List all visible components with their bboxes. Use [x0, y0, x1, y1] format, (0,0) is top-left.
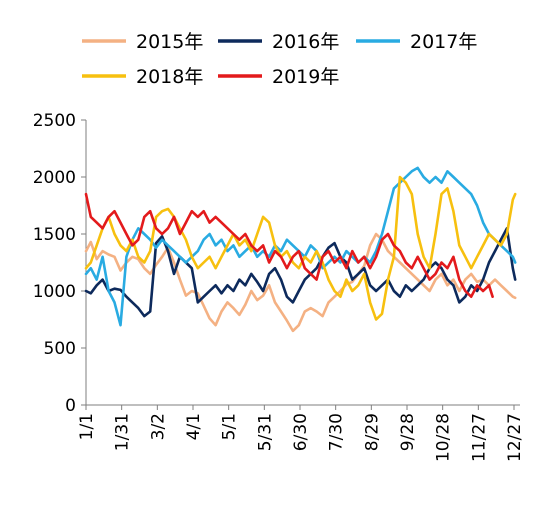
x-tick-label: 4/1 — [184, 413, 204, 440]
y-tick-label: 2500 — [33, 111, 76, 131]
plot-area — [84, 166, 517, 333]
series-line-0 — [84, 232, 517, 333]
x-tick-label: 1/31 — [113, 413, 133, 451]
y-tick-label: 500 — [44, 339, 76, 359]
axes: 0 500 1000 1500 2000 2500 1/1 1/31 3/2 4/1 5/1 5/31… — [33, 111, 525, 462]
legend: 2015年 2016年 2017年 2018年 2019年 — [82, 31, 477, 88]
x-tick-label: 5/1 — [220, 413, 240, 440]
legend-label: 2019年 — [272, 66, 339, 88]
y-tick-label: 0 — [65, 396, 76, 416]
x-tick-label: 11/27 — [469, 413, 489, 462]
x-tick-label: 6/30 — [291, 413, 311, 451]
x-tick-label: 9/28 — [398, 413, 418, 451]
series-line-1 — [84, 227, 517, 318]
y-tick-label: 2000 — [33, 168, 76, 188]
legend-label: 2016年 — [272, 31, 339, 53]
x-tick-label: 5/31 — [255, 413, 275, 451]
series-line-2 — [84, 166, 517, 327]
x-tick-label: 7/30 — [327, 413, 347, 451]
x-tick-label: 10/28 — [434, 413, 454, 462]
legend-label: 2015年 — [136, 31, 203, 53]
legend-label: 2017年 — [410, 31, 477, 53]
y-tick-label: 1500 — [33, 225, 76, 245]
y-tick-label: 1000 — [33, 282, 76, 302]
x-tick-label: 3/2 — [148, 413, 168, 440]
x-tick-label: 1/1 — [77, 413, 97, 440]
series-line-4 — [84, 192, 494, 299]
x-tick-label: 12/27 — [505, 413, 525, 462]
x-tick-label: 8/29 — [362, 413, 382, 451]
legend-label: 2018年 — [136, 66, 203, 88]
